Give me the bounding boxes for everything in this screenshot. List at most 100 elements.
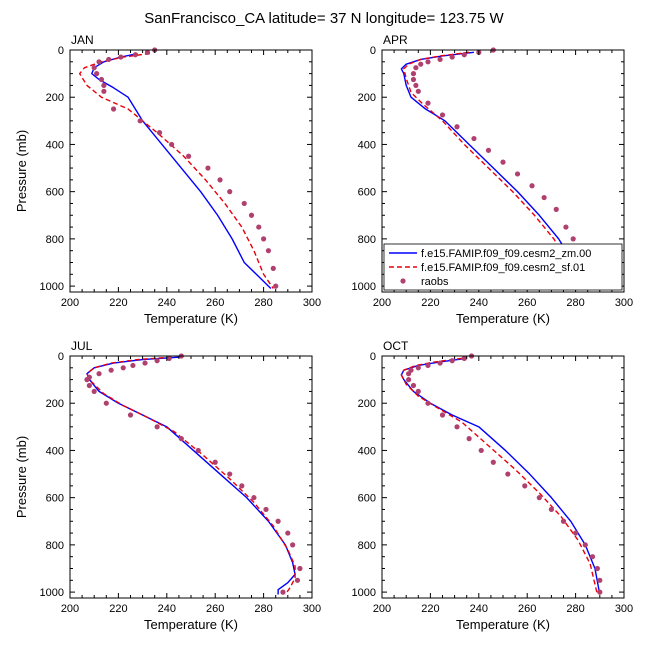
raobs-point	[505, 471, 511, 477]
series-line-sf01	[78, 52, 274, 289]
raobs-point	[410, 71, 417, 77]
raobs-point	[522, 483, 528, 489]
raobs-point	[449, 358, 455, 364]
raobs-point	[418, 61, 424, 67]
y-tick-label: 200	[358, 398, 376, 410]
raobs-point	[294, 577, 301, 583]
series-line-zm00	[91, 52, 272, 289]
raobs-point	[96, 59, 102, 65]
x-tick-label: 300	[303, 603, 321, 615]
y-tick-label: 800	[358, 540, 376, 552]
x-tick-label: 220	[421, 603, 439, 615]
raobs-point	[263, 506, 269, 513]
raobs-point	[127, 412, 134, 418]
raobs-point	[239, 483, 245, 489]
raobs-point	[280, 589, 286, 595]
raobs-point	[241, 200, 247, 207]
raobs-point	[437, 360, 443, 366]
raobs-point	[101, 88, 107, 94]
raobs-point	[425, 100, 431, 106]
raobs-point	[529, 183, 535, 189]
x-tick-label: 280	[254, 297, 272, 309]
panel-oct: 200 220 240 260 280 300 0 200 400 600 800 1000 Tempe…	[352, 339, 634, 632]
main-title: SanFrancisco_CA latitude= 37 N longitude…	[144, 10, 504, 27]
x-tick-label: 200	[61, 297, 79, 309]
raobs-point	[212, 459, 218, 465]
raobs-point	[270, 265, 276, 271]
plot-frame	[69, 355, 313, 599]
raobs-point	[490, 459, 496, 465]
raobs-point	[273, 283, 279, 289]
y-tick-label: 400	[358, 445, 376, 457]
raobs-point	[108, 367, 114, 373]
raobs-point	[275, 518, 281, 524]
y-tick-label: 1000	[40, 281, 64, 293]
x-tick-label: 300	[615, 603, 633, 615]
x-tick-label: 220	[109, 297, 127, 309]
raobs-point	[466, 436, 472, 442]
legend-box	[383, 243, 623, 291]
y-tick-label: 0	[58, 45, 64, 57]
raobs-point	[120, 365, 126, 371]
raobs-point	[471, 135, 477, 142]
y-tick-label: 0	[370, 45, 376, 57]
raobs-point	[594, 565, 600, 572]
x-tick-label: 240	[158, 603, 176, 615]
x-tick-label: 260	[206, 603, 224, 615]
raobs-point	[142, 360, 148, 366]
x-tick-label: 280	[254, 603, 272, 615]
raobs-point	[91, 388, 97, 395]
raobs-point	[178, 436, 184, 442]
x-axis-label: Temperature (K)	[456, 617, 550, 632]
raobs-point	[425, 59, 431, 65]
x-tick-label: 300	[615, 297, 633, 309]
raobs-point	[500, 159, 506, 165]
raobs-point	[425, 400, 431, 406]
raobs-point	[86, 382, 92, 389]
series-line-zm00	[400, 357, 601, 595]
raobs-point	[410, 76, 417, 83]
raobs-point	[415, 388, 421, 395]
raobs-point	[415, 365, 421, 371]
panel-apr: 200 220 240 260 280 300 0 200 400 600 800 1000 Tempe…	[352, 33, 634, 326]
series-line-zm00	[86, 356, 296, 595]
raobs-point	[437, 56, 443, 63]
raobs-point	[251, 495, 257, 501]
x-axis-label: Temperature (K)	[456, 311, 550, 326]
raobs-point	[144, 49, 151, 55]
raobs-point	[410, 382, 417, 389]
x-tick-label: 280	[566, 297, 584, 309]
x-tick-label: 260	[206, 297, 224, 309]
raobs-point	[454, 124, 460, 130]
y-tick-label: 800	[46, 234, 64, 246]
panel-jul: 200 220 240 260 280 300 0 200 400 600 800 1000 Tempe…	[14, 339, 321, 632]
y-axis-label: Pressure (mb)	[14, 436, 29, 518]
raobs-point	[96, 371, 102, 377]
y-tick-label: 600	[358, 493, 376, 505]
raobs-point	[265, 248, 272, 254]
x-tick-label: 220	[109, 603, 127, 615]
raobs-point	[439, 412, 446, 418]
raobs-point	[132, 52, 138, 58]
raobs-point	[91, 65, 97, 71]
raobs-point	[582, 542, 588, 548]
legend-entry-label: raobs	[421, 276, 449, 288]
raobs-point	[461, 355, 467, 361]
panel-jan: 200 220 240 260 280 300 0 200 400 600 800 1000 Tempe…	[14, 33, 321, 326]
y-axis-label: Pressure (mb)	[14, 130, 29, 212]
y-tick-label: 0	[370, 351, 376, 363]
y-tick-label: 1000	[352, 281, 376, 293]
x-tick-label: 240	[470, 297, 488, 309]
raobs-point	[597, 577, 603, 583]
raobs-point	[169, 141, 175, 148]
panel-label: JAN	[71, 33, 94, 47]
raobs-point	[256, 224, 262, 230]
legend: f.e15.FAMIP.f09_f09.cesm2_zm.00 f.e15.FAM…	[383, 243, 623, 291]
raobs-point	[227, 471, 233, 477]
raobs-point	[536, 495, 542, 501]
raobs-point	[541, 194, 547, 201]
y-tick-label: 1000	[352, 587, 376, 599]
legend-entry-label: f.e15.FAMIP.f09_f09.cesm2_zm.00	[421, 248, 591, 260]
raobs-point	[154, 358, 160, 364]
